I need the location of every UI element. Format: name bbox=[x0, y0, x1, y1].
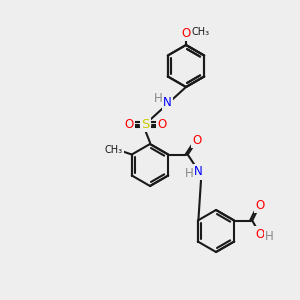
Text: S: S bbox=[141, 118, 150, 131]
Text: O: O bbox=[124, 118, 134, 131]
Text: N: N bbox=[194, 165, 203, 178]
Text: N: N bbox=[163, 96, 172, 109]
Text: H: H bbox=[154, 92, 163, 105]
Text: H: H bbox=[265, 230, 274, 243]
Text: CH₃: CH₃ bbox=[192, 27, 210, 37]
Text: O: O bbox=[192, 134, 201, 147]
Text: H: H bbox=[185, 167, 194, 180]
Text: O: O bbox=[158, 118, 166, 131]
Text: O: O bbox=[255, 227, 264, 241]
Text: O: O bbox=[255, 199, 264, 212]
Text: CH₃: CH₃ bbox=[105, 145, 123, 155]
Text: O: O bbox=[182, 27, 190, 40]
